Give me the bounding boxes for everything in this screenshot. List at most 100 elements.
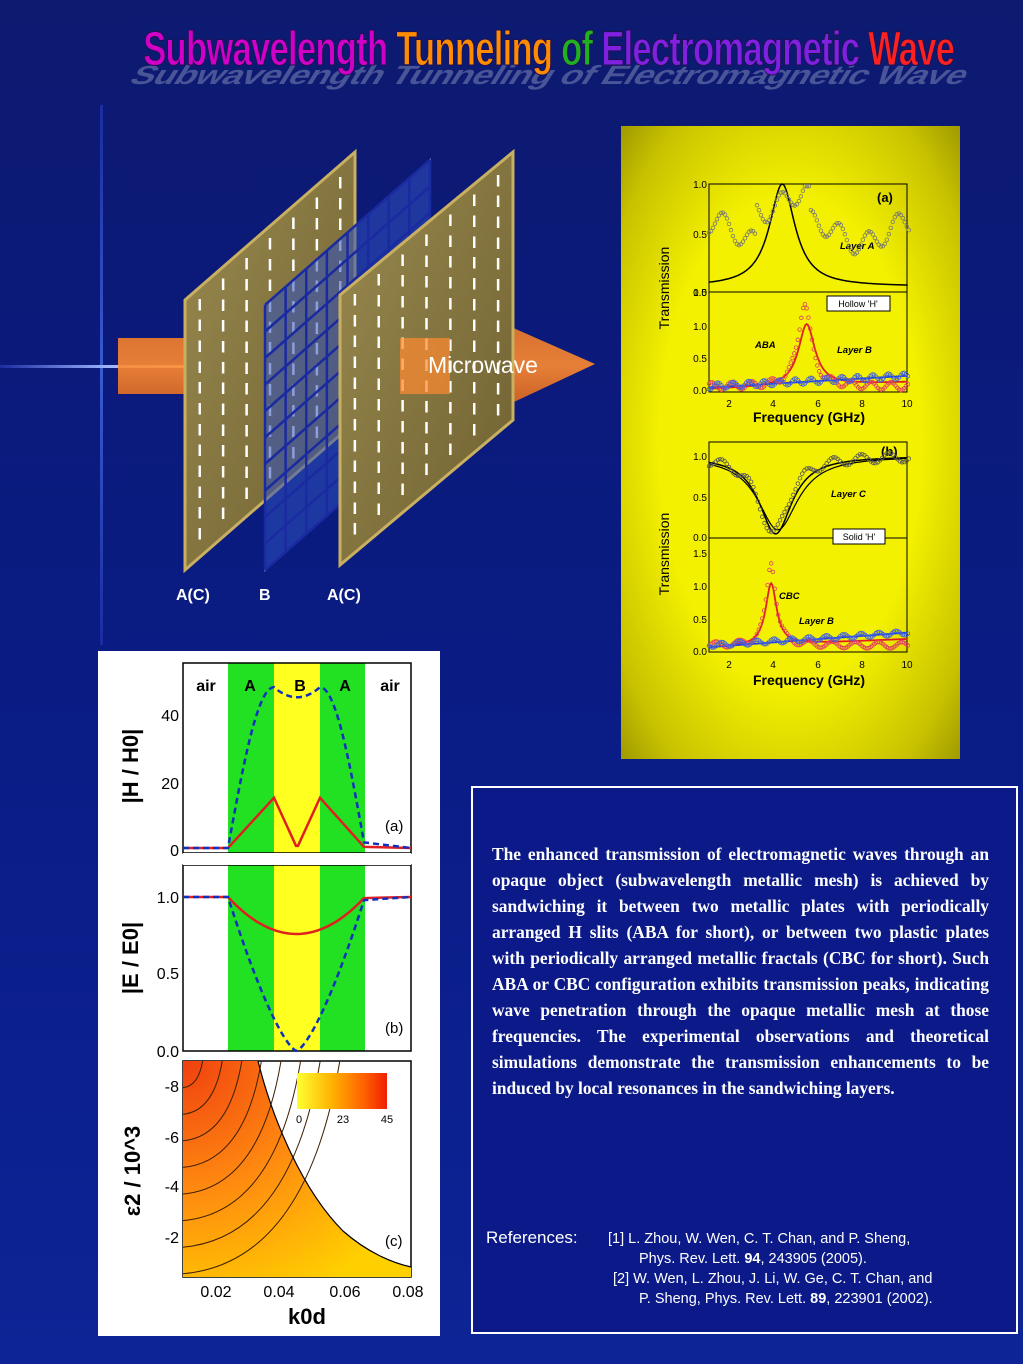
- data-point: [893, 377, 898, 382]
- data-point: [848, 460, 854, 466]
- decorative-vertical-line: [100, 105, 103, 645]
- data-point: [798, 194, 804, 199]
- data-point: [890, 219, 896, 225]
- slit-glyph: I: [291, 256, 296, 275]
- slit-glyph: I: [400, 459, 405, 478]
- data-point: [905, 643, 911, 648]
- tick-y: -2: [165, 1230, 179, 1247]
- data-point: [792, 351, 797, 356]
- tick-y: 1.0: [693, 452, 707, 463]
- data-point: [828, 456, 834, 461]
- data-point: [710, 225, 716, 231]
- slit-glyph: I: [197, 295, 202, 314]
- legend-box: [832, 528, 886, 545]
- data-point: [744, 232, 750, 237]
- data-point: [818, 228, 824, 233]
- data-point: [722, 458, 727, 464]
- panel-a-bottom-frame: [708, 291, 908, 393]
- slit-glyph: I: [353, 415, 358, 434]
- slit-glyph: I: [221, 421, 226, 440]
- data-point: [804, 466, 809, 471]
- data-point: [904, 458, 909, 463]
- slit-glyph: I: [353, 457, 358, 476]
- data-point: [788, 497, 794, 503]
- slit-glyph: I: [314, 194, 319, 213]
- slit-glyph: I: [197, 483, 202, 502]
- contour-fill: [183, 1061, 411, 1277]
- data-point: [840, 226, 846, 232]
- panel-label: (a): [877, 190, 893, 205]
- data-point: [797, 327, 802, 332]
- data-point: [755, 499, 761, 504]
- tick-y: 0.5: [693, 493, 707, 504]
- data-point: [844, 238, 850, 243]
- slit-glyph: I: [353, 290, 358, 309]
- slit-glyph: I: [496, 338, 501, 357]
- data-point: [774, 197, 780, 203]
- data-point: [831, 380, 836, 386]
- data-point: [891, 452, 896, 457]
- mesh-line: [264, 185, 431, 333]
- data-point: [808, 375, 813, 380]
- tick-y: 0.0: [157, 1044, 179, 1061]
- slit-glyph: I: [472, 420, 477, 439]
- data-point: [886, 231, 892, 237]
- slit-glyph: I: [244, 421, 249, 440]
- data-point: [884, 634, 889, 639]
- slit-glyph: I: [376, 416, 381, 435]
- slit-glyph: I: [338, 194, 343, 213]
- data-point: [800, 471, 805, 476]
- data-point: [806, 465, 812, 471]
- data-point: [894, 212, 900, 217]
- tick-y: -6: [165, 1130, 179, 1147]
- slit-glyph: I: [353, 436, 358, 455]
- slit-glyph: I: [376, 333, 381, 352]
- tick-y: -8: [165, 1079, 179, 1096]
- reference-2-line-1: [2] W. Wen, L. Zhou, J. Li, W. Ge, C. T.…: [613, 1271, 933, 1287]
- slit-glyph: I: [472, 379, 477, 398]
- data-point: [754, 631, 760, 637]
- y-axis-label: Transmission: [656, 513, 672, 596]
- data-point: [732, 238, 738, 244]
- data-point: [793, 487, 798, 492]
- slit-glyph: I: [197, 399, 202, 418]
- data-point: [900, 215, 906, 221]
- colorbar: [297, 1073, 387, 1109]
- data-point: [892, 214, 898, 220]
- data-point: [871, 460, 876, 466]
- slit-glyph: I: [197, 358, 202, 377]
- reference-1-line-2: Phys. Rev. Lett. 94, 243905 (2005).: [639, 1251, 867, 1267]
- title-word: Tunneling: [396, 23, 562, 77]
- data-point: [767, 567, 772, 573]
- tick-x: 0.04: [263, 1284, 294, 1301]
- slit-glyph: I: [338, 215, 343, 234]
- data-point: [818, 645, 824, 650]
- data-point: [770, 209, 776, 214]
- data-point: [768, 561, 774, 566]
- data-point: [833, 455, 838, 460]
- data-point: [793, 345, 799, 350]
- data-point: [719, 639, 724, 645]
- data-point: [772, 586, 777, 591]
- tick-y: 0.5: [693, 230, 707, 241]
- x-axis-label: Frequency (GHz): [753, 409, 865, 425]
- slit-glyph: I: [221, 483, 226, 502]
- data-point: [904, 224, 910, 229]
- slit-glyph: I: [424, 398, 429, 417]
- data-point: [854, 373, 859, 378]
- data-point: [842, 232, 848, 237]
- panel-label: (a): [385, 818, 403, 835]
- tick-x: 0.06: [329, 1284, 360, 1301]
- slit-glyph: I: [244, 276, 249, 295]
- data-point: [783, 373, 788, 379]
- slit-glyph: I: [244, 255, 249, 274]
- slit-glyph: I: [472, 358, 477, 377]
- data-point: [754, 203, 760, 208]
- curve: [708, 183, 908, 286]
- slit-glyph: I: [376, 479, 381, 498]
- data-point: [726, 221, 732, 227]
- data-point: [856, 247, 862, 252]
- legend-box: [826, 295, 891, 312]
- data-point: [758, 212, 764, 218]
- data-point: [736, 638, 742, 644]
